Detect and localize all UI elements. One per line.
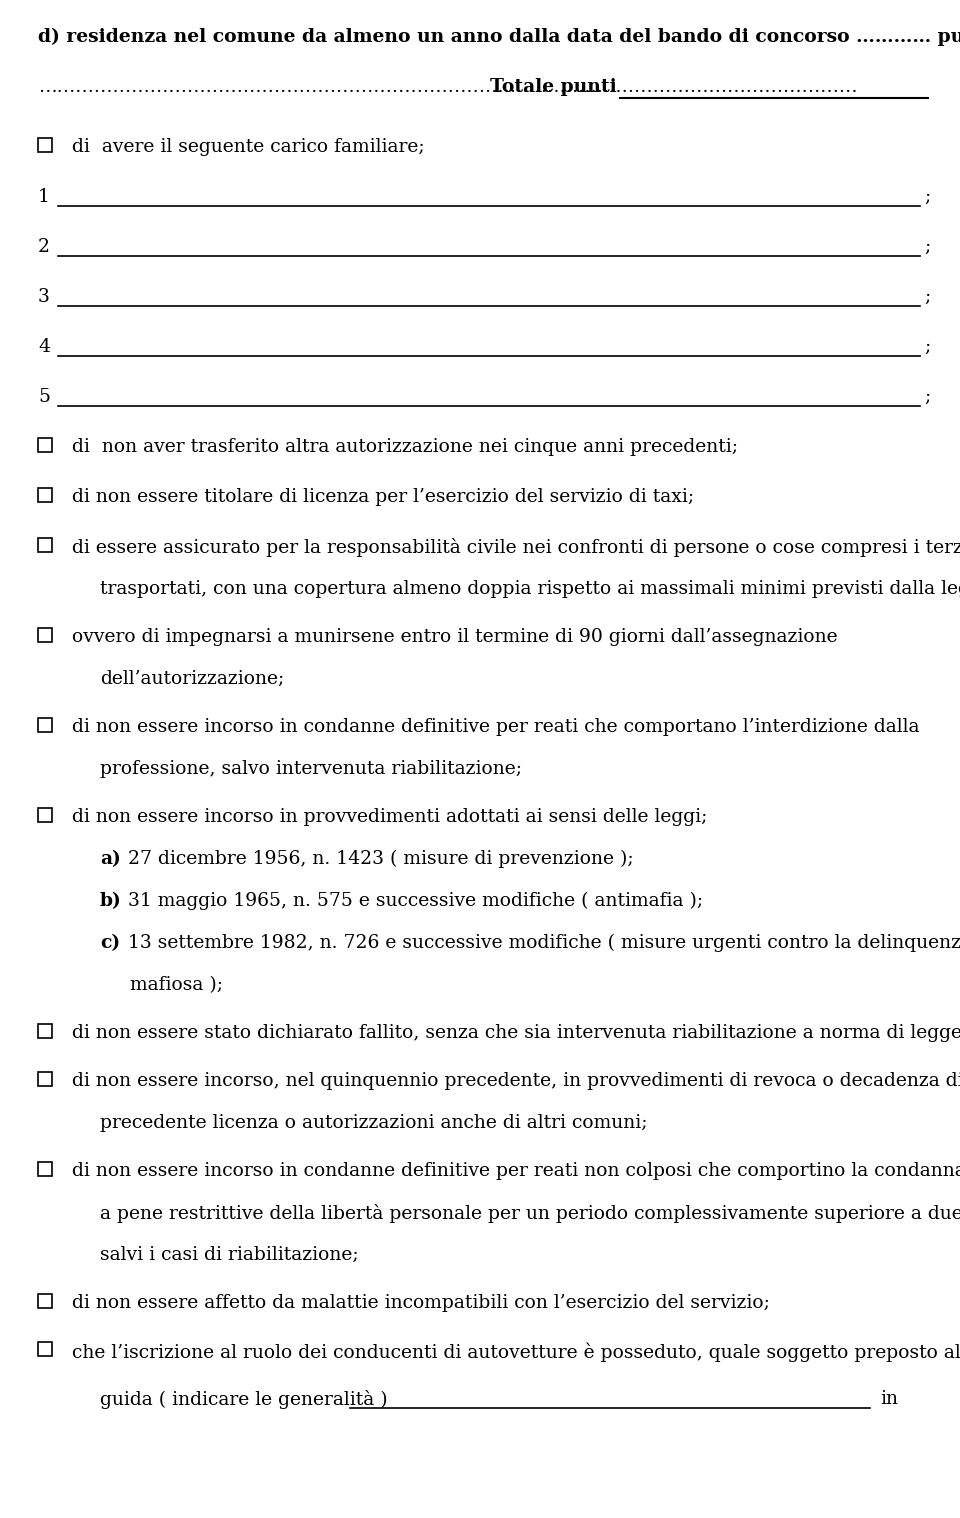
Text: 31 maggio 1965, n. 575 e successive modifiche ( antimafia );: 31 maggio 1965, n. 575 e successive modi…: [122, 893, 703, 911]
Bar: [38, 537, 52, 553]
Text: ;: ;: [924, 339, 930, 357]
Text: di  avere il seguente carico familiare;: di avere il seguente carico familiare;: [72, 138, 424, 156]
Text: di non essere incorso, nel quinquennio precedente, in provvedimenti di revoca o : di non essere incorso, nel quinquennio p…: [72, 1072, 960, 1090]
Text: 3: 3: [38, 288, 50, 307]
Text: mafiosa );: mafiosa );: [130, 976, 223, 994]
Bar: [38, 628, 52, 642]
Text: ovvero di impegnarsi a munirsene entro il termine di 90 giorni dall’assegnazione: ovvero di impegnarsi a munirsene entro i…: [72, 628, 838, 647]
Text: 5: 5: [38, 389, 50, 405]
Text: Totale punti: Totale punti: [490, 77, 616, 96]
Text: salvi i casi di riabilitazione;: salvi i casi di riabilitazione;: [100, 1246, 359, 1264]
Bar: [38, 1293, 52, 1309]
Bar: [38, 439, 52, 452]
Text: professione, salvo intervenuta riabilitazione;: professione, salvo intervenuta riabilita…: [100, 761, 522, 779]
Text: precedente licenza o autorizzazioni anche di altri comuni;: precedente licenza o autorizzazioni anch…: [100, 1114, 647, 1132]
Text: di  non aver trasferito altra autorizzazione nei cinque anni precedenti;: di non aver trasferito altra autorizzazi…: [72, 439, 738, 455]
Bar: [38, 1342, 52, 1356]
Text: di non essere titolare di licenza per l’esercizio del servizio di taxi;: di non essere titolare di licenza per l’…: [72, 487, 694, 505]
Text: trasportati, con una copertura almeno doppia rispetto ai massimali minimi previs: trasportati, con una copertura almeno do…: [100, 580, 960, 598]
Text: guida ( indicare le generalità ): guida ( indicare le generalità ): [100, 1390, 388, 1409]
Bar: [38, 808, 52, 823]
Text: dell’autorizzazione;: dell’autorizzazione;: [100, 669, 284, 688]
Text: di non essere affetto da malattie incompatibili con l’esercizio del servizio;: di non essere affetto da malattie incomp…: [72, 1293, 770, 1312]
Bar: [38, 487, 52, 502]
Text: a pene restrittive della libertà personale per un periodo complessivamente super: a pene restrittive della libertà persona…: [100, 1204, 960, 1224]
Text: di non essere incorso in condanne definitive per reati non colposi che comportin: di non essere incorso in condanne defini…: [72, 1161, 960, 1179]
Text: ;: ;: [924, 288, 930, 307]
Text: 2: 2: [38, 238, 50, 257]
Bar: [38, 1161, 52, 1176]
Text: in: in: [880, 1390, 898, 1409]
Text: 4: 4: [38, 339, 50, 357]
Text: di non essere incorso in provvedimenti adottati ai sensi delle leggi;: di non essere incorso in provvedimenti a…: [72, 808, 708, 826]
Text: d) residenza nel comune da almeno un anno dalla data del bando di concorso ………… : d) residenza nel comune da almeno un ann…: [38, 27, 960, 46]
Bar: [38, 1072, 52, 1085]
Bar: [38, 1025, 52, 1038]
Text: ;: ;: [924, 188, 930, 206]
Text: di non essere incorso in condanne definitive per reati che comportano l’interdiz: di non essere incorso in condanne defini…: [72, 718, 920, 736]
Text: 13 settembre 1982, n. 726 e successive modifiche ( misure urgenti contro la deli: 13 settembre 1982, n. 726 e successive m…: [122, 934, 960, 952]
Text: di non essere stato dichiarato fallito, senza che sia intervenuta riabilitazione: di non essere stato dichiarato fallito, …: [72, 1025, 960, 1041]
Text: di essere assicurato per la responsabilità civile nei confronti di persone o cos: di essere assicurato per la responsabili…: [72, 537, 960, 557]
Text: 1: 1: [38, 188, 50, 206]
Text: ;: ;: [924, 238, 930, 257]
Text: ……………………………………………………………………………………………………………………: ……………………………………………………………………………………………………………: [38, 77, 857, 96]
Text: 27 dicembre 1956, n. 1423 ( misure di prevenzione );: 27 dicembre 1956, n. 1423 ( misure di pr…: [122, 850, 634, 868]
Text: a): a): [100, 850, 121, 868]
Text: c): c): [100, 934, 120, 952]
Text: che l’iscrizione al ruolo dei conducenti di autovetture è posseduto, quale sogge: che l’iscrizione al ruolo dei conducenti…: [72, 1342, 960, 1362]
Bar: [38, 138, 52, 152]
Text: b): b): [100, 893, 122, 909]
Text: ;: ;: [924, 389, 930, 405]
Bar: [38, 718, 52, 732]
